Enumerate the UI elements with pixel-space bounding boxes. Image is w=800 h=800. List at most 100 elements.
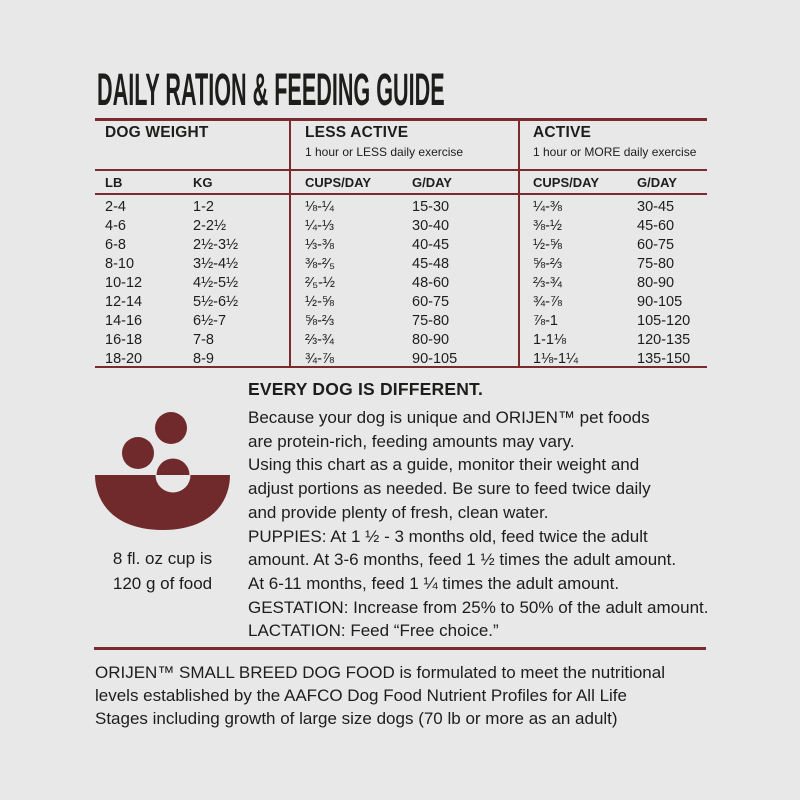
table-header-divider (95, 169, 707, 171)
column-spacer (518, 255, 533, 274)
column-spacer (518, 331, 533, 350)
table-row: 16-18 7-8 ⅔-¾ 80-90 1-1⅛ 120-135 (95, 331, 707, 350)
cell-lb: 8-10 (105, 256, 135, 272)
cell-active-cups: 1-1⅛ (533, 332, 567, 348)
page-title: DAILY RATION & FEEDING GUIDE (97, 64, 445, 115)
column-header-g: G/DAY (412, 175, 452, 190)
cell-less-active-grams: 48-60 (412, 275, 450, 291)
section-subtitle: 1 hour or LESS daily exercise (305, 145, 464, 159)
column-spacer (289, 331, 305, 350)
table-section-divider (289, 118, 291, 368)
cell-kg: 2-2½ (193, 218, 227, 234)
section-less-active: LESS ACTIVE 1 hour or LESS daily exercis… (305, 124, 463, 159)
cell-less-active-grams: 90-105 (412, 351, 458, 367)
cell-active-cups: ⅞-1 (533, 313, 558, 329)
cell-less-active-grams: 60-75 (412, 294, 450, 310)
cell-active-cups: ¾-⅞ (533, 294, 563, 310)
cell-less-active-cups: ⅔-¾ (305, 332, 335, 348)
column-spacer (289, 173, 305, 192)
section-subtitle: 1 hour or MORE daily exercise (533, 145, 697, 159)
divider-rule (94, 647, 706, 650)
cup-measure-note: 8 fl. oz cup is 120 g of food (112, 549, 213, 593)
table-row: 2-4 1-2 ⅛-¼ 15-30 ¼-⅜ 30-45 (95, 198, 707, 217)
cell-active-cups: ⅜-½ (533, 218, 563, 234)
cell-kg: 4½-5½ (193, 275, 239, 291)
cell-kg: 8-9 (193, 351, 214, 367)
cell-kg: 2½-3½ (193, 237, 239, 253)
column-spacer (518, 173, 533, 192)
cell-less-active-cups: ⅜-²⁄₅ (305, 256, 336, 272)
column-spacer (518, 350, 533, 369)
cell-active-grams: 45-60 (637, 218, 675, 234)
cell-active-grams: 105-120 (637, 313, 691, 329)
cell-kg: 7-8 (193, 332, 214, 348)
cell-less-active-cups: ²⁄₅-½ (305, 275, 336, 291)
column-header-kg: KG (193, 175, 213, 190)
cell-less-active-cups: ¾-⅞ (305, 351, 335, 367)
column-spacer (289, 255, 305, 274)
cell-less-active-cups: ¼-⅓ (305, 218, 335, 234)
info-heading: EVERY DOG IS DIFFERENT. (248, 379, 484, 399)
cell-less-active-cups: ½-⅝ (305, 294, 335, 310)
table-row: 12-14 5½-6½ ½-⅝ 60-75 ¾-⅞ 90-105 (95, 293, 707, 312)
cell-active-cups: 1⅛-1¼ (533, 351, 579, 367)
table-row: 8-10 3½-4½ ⅜-²⁄₅ 45-48 ⅝-⅔ 75-80 (95, 255, 707, 274)
table-subheader-divider (95, 193, 707, 195)
table-section-divider (518, 118, 520, 368)
cell-less-active-grams: 45-48 (412, 256, 450, 272)
column-spacer (289, 293, 305, 312)
column-header-row: LB KG CUPS/DAY G/DAY CUPS/DAY G/DAY (95, 173, 707, 192)
column-spacer (518, 293, 533, 312)
cell-lb: 14-16 (105, 313, 143, 329)
section-dog-weight: DOG WEIGHT (105, 124, 209, 141)
cell-less-active-grams: 15-30 (412, 199, 450, 215)
column-spacer (289, 274, 305, 293)
cell-kg: 3½-4½ (193, 256, 239, 272)
aafco-statement: ORIJEN™ SMALL BREED DOG FOOD is formulat… (95, 663, 665, 728)
column-header-cups: CUPS/DAY (305, 175, 371, 190)
column-spacer (289, 350, 305, 369)
column-spacer (518, 198, 533, 217)
column-spacer (518, 312, 533, 331)
column-header-cups: CUPS/DAY (533, 175, 599, 190)
cell-active-cups: ⅔-¾ (533, 275, 563, 291)
table-body: 2-4 1-2 ⅛-¼ 15-30 ¼-⅜ 30-45 4-6 2-2½ ¼-⅓… (95, 198, 707, 369)
cell-lb: 18-20 (105, 351, 143, 367)
cell-active-grams: 60-75 (637, 237, 675, 253)
cell-active-grams: 30-45 (637, 199, 675, 215)
cell-lb: 12-14 (105, 294, 143, 310)
column-spacer (289, 236, 305, 255)
cell-lb: 2-4 (105, 199, 126, 215)
table-bottom-border (95, 366, 707, 368)
cell-lb: 4-6 (105, 218, 126, 234)
info-body-text: Because your dog is unique and ORIJEN™ p… (248, 408, 709, 641)
cell-active-grams: 80-90 (637, 275, 675, 291)
section-label: LESS ACTIVE (305, 124, 409, 141)
cell-active-grams: 90-105 (637, 294, 683, 310)
table-row: 18-20 8-9 ¾-⅞ 90-105 1⅛-1¼ 135-150 (95, 350, 707, 369)
cell-active-grams: 75-80 (637, 256, 675, 272)
cell-kg: 1-2 (193, 199, 214, 215)
cell-less-active-grams: 30-40 (412, 218, 450, 234)
cell-active-grams: 135-150 (637, 351, 691, 367)
cell-less-active-cups: ⅛-¼ (305, 199, 335, 215)
column-header-lb: LB (105, 175, 123, 190)
column-spacer (518, 274, 533, 293)
cell-active-cups: ⅝-⅔ (533, 256, 563, 272)
cell-lb: 10-12 (105, 275, 143, 291)
table-row: 14-16 6½-7 ⅝-⅔ 75-80 ⅞-1 105-120 (95, 312, 707, 331)
cell-less-active-grams: 80-90 (412, 332, 450, 348)
section-active: ACTIVE 1 hour or MORE daily exercise (533, 124, 696, 159)
column-spacer (289, 217, 305, 236)
feeding-table: DOG WEIGHT LESS ACTIVE 1 hour or LESS da… (95, 118, 707, 368)
cell-less-active-grams: 75-80 (412, 313, 450, 329)
cell-less-active-cups: ⅓-⅜ (305, 237, 335, 253)
cell-active-cups: ½-⅝ (533, 237, 563, 253)
cell-lb: 6-8 (105, 237, 126, 253)
table-top-border (95, 118, 707, 121)
column-spacer (518, 217, 533, 236)
cell-active-cups: ¼-⅜ (533, 199, 563, 215)
table-row: 10-12 4½-5½ ²⁄₅-½ 48-60 ⅔-¾ 80-90 (95, 274, 707, 293)
food-bowl-icon (95, 412, 230, 530)
